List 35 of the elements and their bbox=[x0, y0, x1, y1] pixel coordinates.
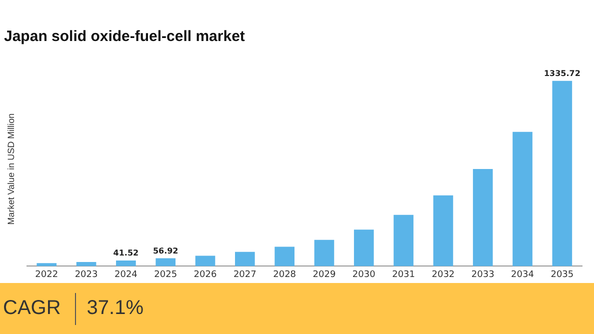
text: 37.1% bbox=[86, 297, 145, 320]
bar bbox=[472, 168, 493, 266]
x-tick-label: 2033 bbox=[471, 270, 494, 280]
x-tick-label: 2025 bbox=[154, 270, 178, 280]
data-label: 1335.72 bbox=[544, 68, 580, 78]
bar bbox=[433, 195, 454, 266]
chart-title: Japan solid oxide-fuel-cell market bbox=[4, 28, 245, 46]
data-label: 56.92 bbox=[152, 246, 178, 256]
x-tick-label: 2035 bbox=[550, 270, 574, 280]
x-tick-label: 2029 bbox=[312, 270, 336, 280]
bar bbox=[76, 262, 96, 266]
bar bbox=[512, 132, 532, 266]
x-tick-label: 2024 bbox=[114, 270, 138, 280]
bar bbox=[156, 258, 176, 266]
x-tick-label: 2028 bbox=[273, 270, 296, 280]
text: CAGR bbox=[2, 297, 62, 320]
bar bbox=[354, 230, 374, 266]
x-tick-label: 2032 bbox=[432, 270, 455, 280]
x-tick-label: 2034 bbox=[511, 270, 534, 280]
x-tick-label: 2023 bbox=[74, 270, 98, 280]
bar bbox=[116, 260, 136, 266]
bar bbox=[274, 246, 294, 266]
bar bbox=[314, 240, 334, 266]
bar bbox=[235, 252, 255, 266]
x-tick-label: 2022 bbox=[35, 270, 58, 280]
bar bbox=[195, 256, 216, 266]
x-tick-label: 2031 bbox=[392, 270, 415, 280]
x-tick-label: 2026 bbox=[194, 270, 217, 280]
y-axis-title: Market Value in USD Million bbox=[6, 113, 16, 225]
x-tick-label: 2030 bbox=[352, 270, 376, 280]
x-tick-label: 2027 bbox=[233, 270, 256, 280]
bar bbox=[552, 80, 572, 266]
data-label: 41.52 bbox=[113, 248, 139, 258]
bar bbox=[36, 263, 57, 266]
bar bbox=[394, 214, 414, 266]
